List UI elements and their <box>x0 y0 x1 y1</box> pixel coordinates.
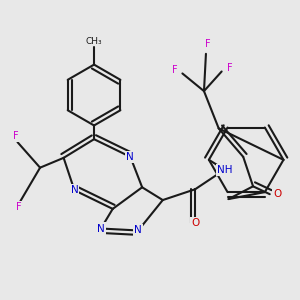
Text: O: O <box>191 218 199 228</box>
Text: N: N <box>134 226 142 236</box>
Text: F: F <box>227 63 232 73</box>
Text: N: N <box>70 185 78 195</box>
Text: F: F <box>205 39 211 49</box>
Text: CH₃: CH₃ <box>86 37 102 46</box>
Text: F: F <box>13 131 18 141</box>
Text: NH: NH <box>217 165 232 175</box>
Text: N: N <box>97 224 105 233</box>
Text: F: F <box>172 64 177 74</box>
Text: N: N <box>127 152 134 162</box>
Text: O: O <box>274 189 282 199</box>
Text: F: F <box>16 202 21 212</box>
